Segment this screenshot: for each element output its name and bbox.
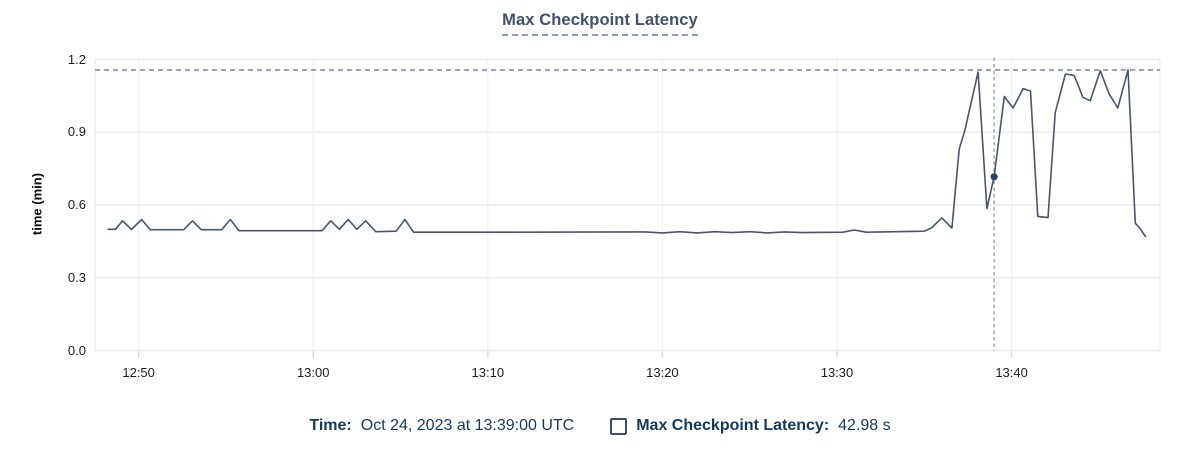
y-tick-label: 0.6	[67, 197, 86, 212]
legend-series-value: 42.98 s	[838, 417, 891, 434]
latency-series-line	[107, 69, 1147, 238]
x-tick-label: 12:50	[122, 365, 155, 380]
legend-series-toggle[interactable]: Max Checkpoint Latency: 42.98 s	[610, 417, 891, 435]
chart-title[interactable]: Max Checkpoint Latency	[502, 11, 698, 36]
y-tick-label: 0.9	[67, 124, 86, 140]
x-tick-label: 13:00	[296, 365, 330, 380]
y-tick-label: 1.2	[67, 51, 86, 67]
x-tick-label: 13:10	[471, 365, 505, 380]
legend-time-label: Time:	[309, 417, 352, 434]
highlight-dot	[990, 173, 998, 181]
chart-header: Max Checkpoint Latency	[0, 11, 1200, 36]
legend: Time: Oct 24, 2023 at 13:39:00 UTC Max C…	[0, 417, 1200, 435]
x-tick-label: 13:40	[995, 365, 1028, 380]
x-tick-label: 13:20	[646, 365, 679, 380]
y-tick-label: 0.0	[67, 342, 86, 358]
y-tick-label: 0.3	[67, 269, 86, 285]
x-tick-label: 13:30	[820, 365, 854, 380]
series-checkbox-icon[interactable]	[610, 417, 628, 435]
legend-series-label: Max Checkpoint Latency:	[636, 417, 830, 434]
legend-time-value: Oct 24, 2023 at 13:39:00 UTC	[360, 417, 575, 434]
